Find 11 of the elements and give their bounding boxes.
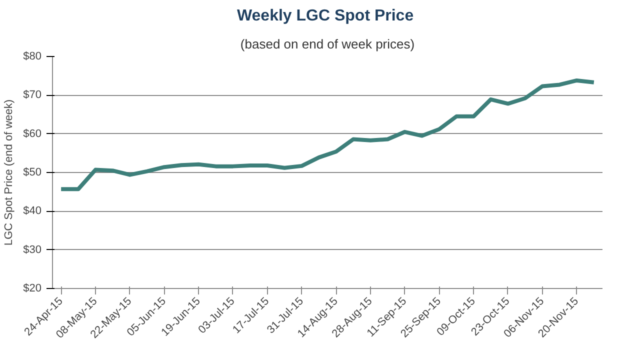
y-tick-label: $80 bbox=[23, 50, 42, 62]
chart-title: Weekly LGC Spot Price bbox=[236, 8, 414, 24]
line-series bbox=[59, 78, 596, 192]
y-tick-label: $60 bbox=[23, 128, 42, 140]
chart-subtitle: (based on end of week prices) bbox=[240, 36, 415, 52]
y-tick-label: $20 bbox=[23, 282, 42, 294]
y-axis-title: LGC Spot Price (end of week) bbox=[3, 99, 16, 246]
y-tick-label: $50 bbox=[23, 166, 42, 178]
y-tick-label: $70 bbox=[23, 89, 42, 102]
y-tick-label: $30 bbox=[23, 244, 42, 256]
y-tick-label: $40 bbox=[23, 205, 42, 218]
